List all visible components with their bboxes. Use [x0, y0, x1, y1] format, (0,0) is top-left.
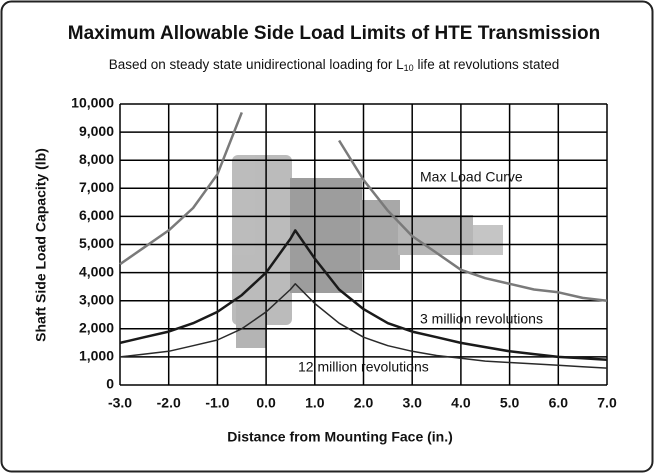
- chart-subtitle: Based on steady state unidirectional loa…: [109, 57, 560, 74]
- y-tick-label: 2,000: [79, 320, 114, 336]
- y-tick-label: 9,000: [79, 123, 114, 139]
- y-tick-label: 3,000: [79, 291, 114, 307]
- x-tick-label: 1.0: [305, 395, 325, 411]
- y-tick-label: 10,000: [71, 95, 114, 111]
- x-tick-label: 3.0: [402, 395, 422, 411]
- x-axis-label: Distance from Mounting Face (in.): [227, 429, 453, 445]
- y-tick-label: 8,000: [79, 151, 114, 167]
- series-label: 12 million revolutions: [298, 359, 429, 375]
- y-tick-label: 1,000: [79, 348, 114, 364]
- y-tick-label: 5,000: [79, 235, 114, 251]
- subtitle-text: Based on steady state unidirectional loa…: [109, 57, 404, 72]
- x-tick-label: 0.0: [256, 395, 276, 411]
- y-tick-label: 4,000: [79, 263, 114, 279]
- chart: Maximum Allowable Side Load Limits of HT…: [0, 0, 654, 473]
- x-tick-label: 6.0: [549, 395, 569, 411]
- x-tick-label: -3.0: [108, 395, 132, 411]
- series-label: 3 million revolutions: [420, 311, 543, 327]
- y-tick-label: 7,000: [79, 179, 114, 195]
- subtitle-subscript: 10: [404, 63, 414, 73]
- y-axis-label: Shaft Side Load Capacity (lb): [33, 148, 49, 342]
- x-tick-label: 4.0: [451, 395, 471, 411]
- y-tick-label: 0: [106, 376, 114, 392]
- x-tick-label: 5.0: [500, 395, 520, 411]
- chart-title: Maximum Allowable Side Load Limits of HT…: [68, 23, 600, 44]
- subtitle-text: life at revolutions stated: [414, 57, 560, 72]
- series-label: Max Load Curve: [420, 169, 523, 185]
- x-tick-label: 2.0: [354, 395, 374, 411]
- y-tick-label: 6,000: [79, 207, 114, 223]
- x-tick-label: -1.0: [205, 395, 229, 411]
- x-tick-label: -2.0: [157, 395, 181, 411]
- x-tick-label: 7.0: [597, 395, 617, 411]
